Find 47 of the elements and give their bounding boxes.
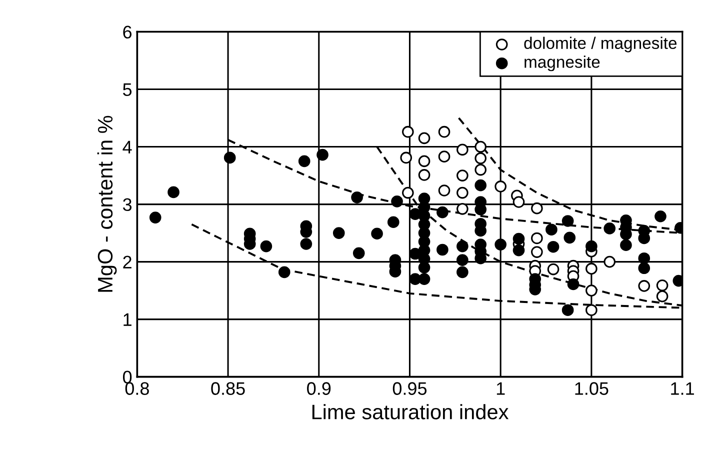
point [438, 184, 450, 196]
x-tick-label: 0.85 [211, 382, 245, 395]
point [586, 284, 598, 296]
point [604, 256, 616, 268]
point [531, 246, 543, 258]
point [418, 155, 430, 168]
y-tick-label: 2 [123, 256, 132, 268]
y-tick-label: 5 [123, 83, 132, 96]
legend-label: magnesite [524, 56, 600, 72]
x-tick-label: 1 [496, 382, 505, 395]
x-tick-label: 1.05 [575, 382, 608, 395]
point [402, 186, 414, 199]
point [586, 304, 598, 316]
point [512, 196, 525, 208]
point [586, 262, 598, 275]
point [547, 263, 560, 276]
point [402, 126, 414, 138]
y-tick-label: 0 [122, 370, 132, 384]
x-axis-title: Lime saturation index [312, 404, 509, 420]
point [474, 152, 487, 164]
point [531, 232, 543, 244]
point [456, 202, 468, 215]
y-axis-title: MgO - content in % [97, 116, 117, 292]
point [456, 186, 468, 199]
y-tick-label: 4 [122, 140, 132, 154]
x-tick-label: 1.1 [671, 382, 694, 395]
point [638, 280, 650, 292]
point [494, 180, 506, 192]
point [418, 132, 430, 144]
x-tick-label: 0.9 [307, 382, 331, 395]
legend-label: dolomite / magnesite [524, 36, 677, 52]
x-tick-label: 0.95 [392, 382, 427, 395]
point [656, 290, 668, 302]
y-tick-label: 6 [123, 26, 132, 38]
x-tick-label: 0.8 [125, 382, 149, 395]
point [456, 144, 468, 156]
point [438, 126, 450, 138]
point [438, 150, 450, 162]
point [456, 170, 468, 182]
point [474, 140, 487, 153]
point [474, 164, 487, 176]
point [418, 169, 430, 181]
y-tick-label: 3 [122, 198, 132, 212]
point [531, 202, 543, 214]
point [656, 279, 668, 292]
point [400, 152, 412, 164]
y-tick-label: 1 [124, 313, 132, 326]
